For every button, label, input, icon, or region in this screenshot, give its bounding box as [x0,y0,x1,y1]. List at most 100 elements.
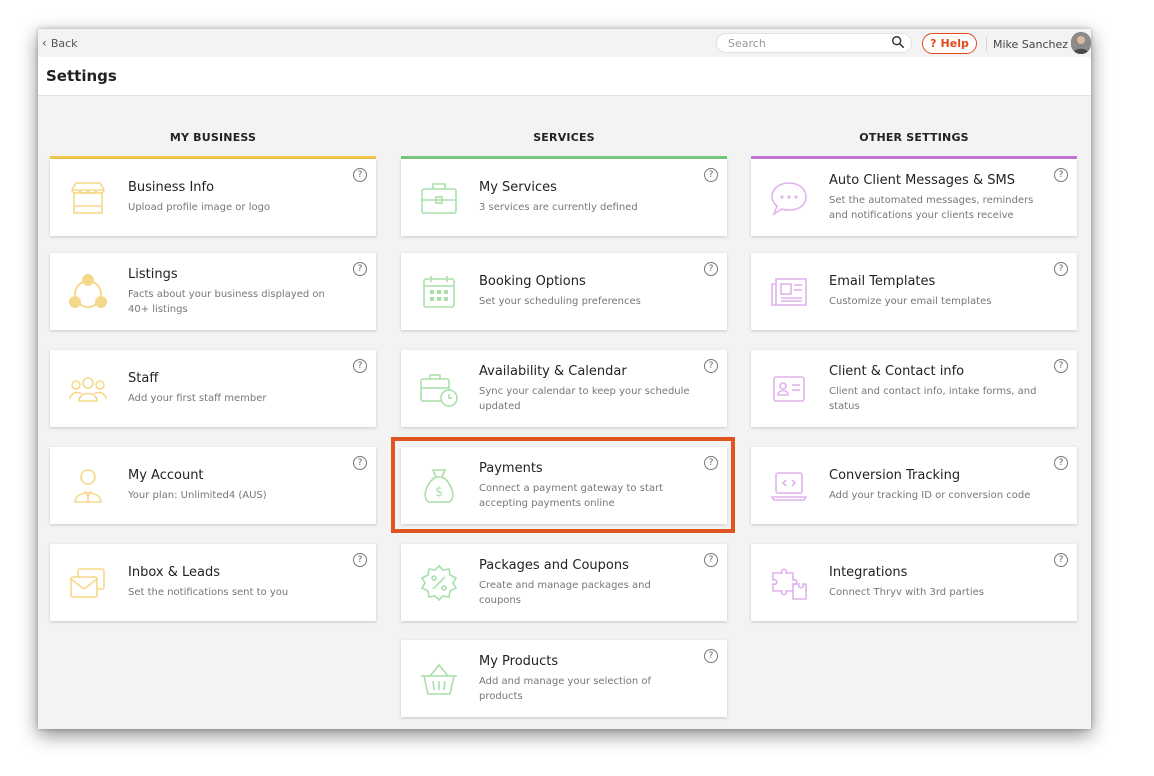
help-circle-icon[interactable]: ? [704,649,718,663]
column-title-other-settings: OTHER SETTINGS [859,131,969,144]
discount-badge-icon [419,563,459,603]
help-circle-icon[interactable]: ? [704,553,718,567]
svg-text:$: $ [435,485,443,500]
card-title: Integrations [829,565,908,580]
settings-window: ‹ Back ? Help Mike Sanchez Settings MY B… [38,29,1091,729]
help-circle-icon[interactable]: ? [1054,262,1068,276]
card-integrations[interactable]: Integrations Connect Thryv with 3rd parti… [751,544,1077,621]
avatar[interactable] [1071,32,1091,54]
card-booking-options[interactable]: Booking Options Set your scheduling prefe… [401,253,727,330]
help-circle-icon[interactable]: ? [1054,456,1068,470]
help-circle-icon[interactable]: ? [704,456,718,470]
card-description: Add your first staff member [128,393,267,404]
column-bar-services [401,156,727,160]
card-description: Your plan: Unlimited4 (AUS) [128,490,267,501]
card-auto-client-messages[interactable]: Auto Client Messages & SMS Set the automa… [751,159,1077,236]
user-account-icon [68,466,108,506]
column-bar-other-settings [751,156,1077,160]
card-description: Connect a payment gateway to start accep… [479,482,664,509]
help-circle-icon[interactable]: ? [1054,359,1068,373]
card-description: Upload profile image or logo [128,202,271,213]
card-description: Set the notifications sent to you [128,587,289,598]
briefcase-clock-icon [419,369,459,409]
card-staff[interactable]: Staff Add your first staff member ? [50,350,376,427]
card-payments[interactable]: $ Payments Connect a payment gateway to s… [401,447,727,524]
card-title: Business Info [128,180,215,195]
card-title: Conversion Tracking [829,468,961,483]
user-name[interactable]: Mike Sanchez [993,38,1069,51]
card-title: My Services [479,180,557,195]
card-title: Packages and Coupons [479,557,629,573]
card-conversion-tracking[interactable]: Conversion Tracking Add your tracking ID … [751,447,1077,524]
search-icon[interactable] [891,34,905,53]
column-title-my-business: MY BUSINESS [169,131,257,144]
card-title: Email Templates [829,274,936,289]
help-circle-icon[interactable]: ? [353,553,367,567]
back-button[interactable]: ‹ Back [42,36,78,50]
card-description: Set the automated messages, reminders an… [829,194,1034,221]
card-title: Auto Client Messages & SMS [829,172,1015,188]
help-circle-icon[interactable]: ? [353,168,367,182]
card-description: 3 services are currently defined [479,202,638,213]
page-title: Settings [46,67,117,85]
search-box[interactable] [716,33,912,53]
card-availability-calendar[interactable]: Availability & Calendar Sync your calenda… [401,350,727,427]
card-client-contact-info[interactable]: Client & Contact info Client and contact … [751,350,1077,427]
card-description: Client and contact info, intake forms, a… [829,385,1037,412]
basket-icon [419,659,459,699]
help-circle-icon[interactable]: ? [1054,168,1068,182]
laptop-code-icon [769,466,809,506]
chat-bubble-icon [769,178,809,218]
search-input[interactable] [726,35,891,51]
card-title: Staff [128,371,159,386]
help-circle-icon[interactable]: ? [704,168,718,182]
calendar-icon [419,272,459,312]
card-my-products[interactable]: My Products Add and manage your selection… [401,640,727,717]
help-circle-icon[interactable]: ? [1054,553,1068,567]
help-circle-icon[interactable]: ? [704,359,718,373]
help-circle-icon[interactable]: ? [353,456,367,470]
page-header: Settings [38,57,1091,96]
card-title: My Account [128,468,204,483]
card-business-info[interactable]: Business Info Upload profile image or log… [50,159,376,236]
card-title: Booking Options [479,274,586,289]
chevron-left-icon: ‹ [42,36,47,50]
card-description: Sync your calendar to keep your schedule… [479,385,690,412]
card-inbox-leads[interactable]: Inbox & Leads Set the notifications sent … [50,544,376,621]
card-description: Add your tracking ID or conversion code [829,490,1031,501]
card-title: My Products [479,653,559,669]
money-bag-icon: $ [419,466,459,506]
briefcase-icon [419,178,459,218]
people-group-icon [68,369,108,409]
inbox-icon [68,563,108,603]
question-icon: ? [930,37,937,50]
help-circle-icon[interactable]: ? [704,262,718,276]
card-my-account[interactable]: My Account Your plan: Unlimited4 (AUS) ? [50,447,376,524]
help-circle-icon[interactable]: ? [353,262,367,276]
newspaper-icon [769,272,809,312]
card-listings[interactable]: Listings Facts about your business displa… [50,253,376,330]
card-description: Create and manage packages and coupons [479,579,651,606]
card-packages-coupons[interactable]: Packages and Coupons Create and manage pa… [401,544,727,621]
card-title: Listings [128,266,178,282]
puzzle-icon [769,563,809,603]
card-my-services[interactable]: My Services 3 services are currently defi… [401,159,727,236]
card-title: Inbox & Leads [128,565,220,580]
card-title: Client & Contact info [829,363,965,379]
card-description: Add and manage your selection of product… [479,675,651,702]
help-label: Help [940,37,969,50]
column-title-services: SERVICES [533,131,595,144]
network-icon [68,272,108,312]
card-title: Payments [479,460,543,476]
divider [986,37,987,51]
contact-card-icon [769,369,809,409]
card-email-templates[interactable]: Email Templates Customize your email temp… [751,253,1077,330]
card-description: Connect Thryv with 3rd parties [829,587,984,598]
back-label: Back [50,36,78,50]
help-circle-icon[interactable]: ? [353,359,367,373]
card-title: Availability & Calendar [479,363,627,379]
help-button[interactable]: ? Help [922,33,977,54]
column-bar-my-business [50,156,376,160]
card-description: Set your scheduling preferences [479,296,641,307]
card-description: Facts about your business displayed on 4… [128,288,325,315]
